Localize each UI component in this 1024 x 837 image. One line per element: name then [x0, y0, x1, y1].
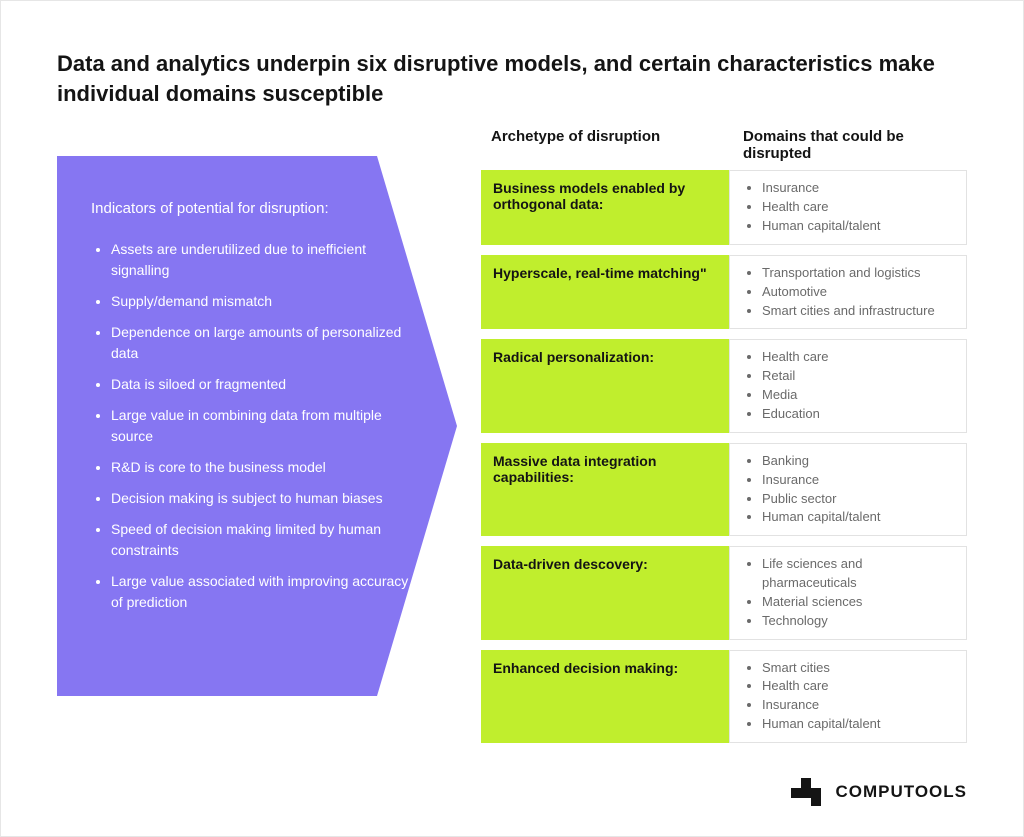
- indicators-list: Assets are underutilized due to ineffici…: [91, 239, 417, 613]
- indicators-inner: Indicators of potential for disruption: …: [57, 156, 457, 663]
- domain-item: Insurance: [762, 471, 956, 490]
- footer-brand: COMPUTOOLS: [789, 778, 967, 806]
- archetype-cell: Data-driven descovery:: [481, 546, 729, 639]
- content-row: Indicators of potential for disruption: …: [57, 156, 967, 743]
- domain-item: Media: [762, 386, 956, 405]
- indicators-heading: Indicators of potential for disruption:: [91, 200, 417, 217]
- table-row: Enhanced decision making:Smart citiesHea…: [481, 650, 967, 743]
- table-row: Business models enabled by orthogonal da…: [481, 170, 967, 245]
- domains-cell: Smart citiesHealth careInsuranceHuman ca…: [729, 650, 967, 743]
- domain-item: Banking: [762, 452, 956, 471]
- col-head-domains: Domains that could be disrupted: [729, 128, 967, 162]
- domain-item: Smart cities and infrastructure: [762, 302, 956, 321]
- archetype-cell: Business models enabled by orthogonal da…: [481, 170, 729, 245]
- indicator-item: Large value in combining data from multi…: [111, 405, 417, 447]
- archetype-cell: Massive data integration capabilities:: [481, 443, 729, 536]
- brand-name: COMPUTOOLS: [835, 782, 967, 802]
- indicators-panel: Indicators of potential for disruption: …: [57, 156, 457, 696]
- indicator-item: Assets are underutilized due to ineffici…: [111, 239, 417, 281]
- domain-item: Insurance: [762, 179, 956, 198]
- domains-cell: BankingInsurancePublic sectorHuman capit…: [729, 443, 967, 536]
- page-title: Data and analytics underpin six disrupti…: [57, 49, 937, 108]
- indicator-item: Large value associated with improving ac…: [111, 571, 417, 613]
- domain-item: Automotive: [762, 283, 956, 302]
- domains-cell: InsuranceHealth careHuman capital/talent: [729, 170, 967, 245]
- table-row: Data-driven descovery:Life sciences and …: [481, 546, 967, 639]
- domain-item: Life sciences and pharmaceuticals: [762, 555, 956, 593]
- domain-item: Public sector: [762, 490, 956, 509]
- table-row: Massive data integration capabilities:Ba…: [481, 443, 967, 536]
- table-row: Radical personalization:Health careRetai…: [481, 339, 967, 432]
- indicator-item: Supply/demand mismatch: [111, 291, 417, 312]
- domain-item: Health care: [762, 198, 956, 217]
- domain-item: Education: [762, 405, 956, 424]
- table-row: Hyperscale, real-time matching"Transport…: [481, 255, 967, 330]
- domains-cell: Life sciences and pharmaceuticalsMateria…: [729, 546, 967, 639]
- archetype-cell: Hyperscale, real-time matching": [481, 255, 729, 330]
- column-headers: Archetype of disruption Domains that cou…: [481, 128, 967, 162]
- indicator-item: Data is siloed or fragmented: [111, 374, 417, 395]
- indicator-item: Speed of decision making limited by huma…: [111, 519, 417, 561]
- domain-item: Material sciences: [762, 593, 956, 612]
- archetype-cell: Radical personalization:: [481, 339, 729, 432]
- domain-item: Human capital/talent: [762, 715, 956, 734]
- archetype-cell: Enhanced decision making:: [481, 650, 729, 743]
- domain-item: Health care: [762, 677, 956, 696]
- domains-cell: Health careRetailMediaEducation: [729, 339, 967, 432]
- indicator-item: Dependence on large amounts of personali…: [111, 322, 417, 364]
- domain-item: Insurance: [762, 696, 956, 715]
- disruption-table: Archetype of disruption Domains that cou…: [481, 128, 967, 743]
- table-rows: Business models enabled by orthogonal da…: [481, 170, 967, 743]
- domain-item: Technology: [762, 612, 956, 631]
- infographic-canvas: Data and analytics underpin six disrupti…: [1, 1, 1023, 836]
- domain-item: Retail: [762, 367, 956, 386]
- indicator-item: R&D is core to the business model: [111, 457, 417, 478]
- domain-item: Human capital/talent: [762, 508, 956, 527]
- brand-logo-icon: [789, 778, 825, 806]
- domain-item: Health care: [762, 348, 956, 367]
- domain-item: Smart cities: [762, 659, 956, 678]
- domain-item: Transportation and logistics: [762, 264, 956, 283]
- indicator-item: Decision making is subject to human bias…: [111, 488, 417, 509]
- domain-item: Human capital/talent: [762, 217, 956, 236]
- col-head-archetype: Archetype of disruption: [481, 128, 729, 162]
- domains-cell: Transportation and logisticsAutomotiveSm…: [729, 255, 967, 330]
